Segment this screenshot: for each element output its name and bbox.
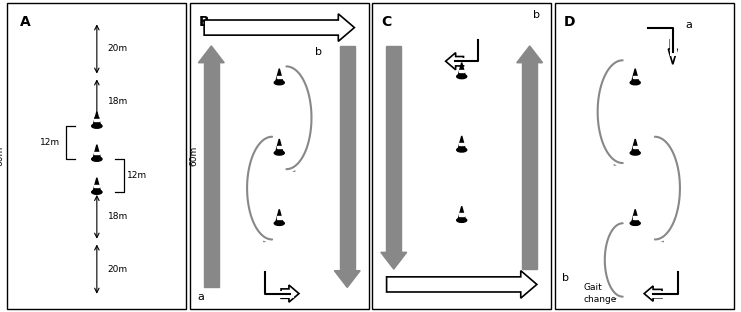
Polygon shape [381,252,407,269]
Ellipse shape [92,157,102,161]
Ellipse shape [456,218,467,222]
Ellipse shape [274,151,285,155]
Text: 18m: 18m [107,97,128,106]
Polygon shape [93,145,101,159]
Bar [94,119,99,121]
Text: b: b [315,47,322,57]
Text: 20m: 20m [107,265,127,274]
Polygon shape [387,271,536,298]
Polygon shape [199,46,225,63]
Bar [633,76,638,78]
Ellipse shape [630,221,640,225]
Text: change: change [583,295,617,304]
Text: Gait: Gait [583,283,602,292]
Text: b: b [562,273,569,283]
Bar [522,63,537,269]
Polygon shape [516,46,542,63]
Polygon shape [276,139,283,153]
Polygon shape [276,209,283,223]
Bar [459,143,465,145]
Bar [459,213,465,216]
Bar [276,146,282,149]
Polygon shape [631,139,639,153]
Polygon shape [276,69,283,83]
Bar [633,146,638,149]
Text: 60m: 60m [189,146,198,166]
Text: 18m: 18m [107,212,128,221]
Text: C: C [381,15,391,29]
Text: b: b [534,10,540,20]
Polygon shape [205,14,354,41]
Bar [94,185,99,188]
Bar [386,46,402,252]
Polygon shape [458,63,465,76]
Polygon shape [631,69,639,83]
Text: 12m: 12m [39,138,60,147]
Polygon shape [93,112,101,126]
Bar [339,46,355,271]
Ellipse shape [630,80,640,85]
Polygon shape [458,206,465,220]
Text: B: B [199,15,210,29]
Text: A: A [20,15,30,29]
Bar [459,70,465,72]
Bar [204,63,219,287]
Text: 20m: 20m [107,45,127,53]
Bar [94,152,99,154]
Text: 12m: 12m [127,171,147,180]
Bar [633,217,638,219]
Polygon shape [281,285,299,302]
Ellipse shape [456,148,467,152]
Text: a: a [685,20,692,30]
Polygon shape [644,286,662,301]
Polygon shape [93,178,101,192]
Text: 60m: 60m [0,146,4,166]
Ellipse shape [630,151,640,155]
Ellipse shape [92,190,102,194]
Polygon shape [458,136,465,150]
Bar [276,217,282,219]
Text: a: a [197,292,204,302]
Polygon shape [445,53,464,70]
Polygon shape [631,209,639,223]
Ellipse shape [456,74,467,79]
Polygon shape [334,271,360,287]
Bar [276,76,282,78]
Ellipse shape [274,80,285,85]
Text: D: D [564,15,575,29]
Ellipse shape [92,124,102,128]
Ellipse shape [274,221,285,225]
Polygon shape [668,40,677,64]
Text: a: a [462,56,468,66]
